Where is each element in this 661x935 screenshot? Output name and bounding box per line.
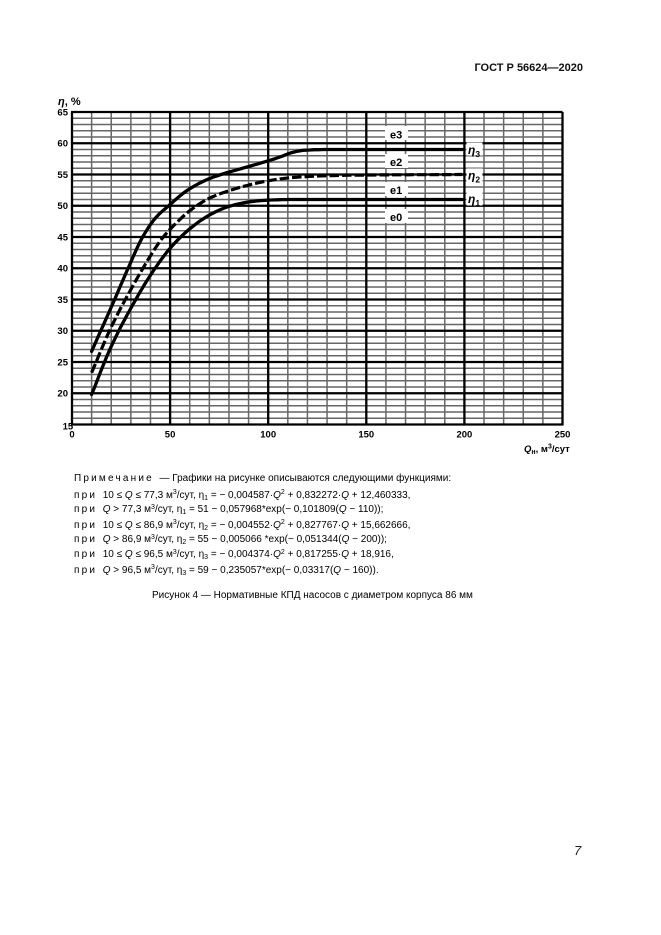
svg-text:η3: η3: [468, 143, 480, 159]
svg-text:55: 55: [57, 170, 68, 181]
svg-text:65: 65: [57, 107, 68, 118]
svg-text:е3: е3: [390, 130, 402, 142]
svg-text:60: 60: [57, 139, 68, 150]
svg-text:200: 200: [456, 429, 472, 440]
svg-text:0: 0: [69, 429, 74, 440]
svg-text:100: 100: [260, 429, 276, 440]
svg-text:е0: е0: [390, 212, 402, 224]
svg-text:Qн, м3/сут: Qн, м3/сут: [524, 444, 570, 457]
svg-text:η1: η1: [468, 192, 480, 208]
svg-text:η, %: η, %: [58, 96, 81, 108]
svg-text:40: 40: [57, 264, 68, 275]
svg-text:50: 50: [165, 429, 176, 440]
svg-text:50: 50: [57, 201, 68, 212]
svg-text:25: 25: [57, 357, 68, 368]
svg-text:35: 35: [57, 295, 68, 306]
svg-text:15: 15: [63, 422, 74, 433]
svg-text:е2: е2: [390, 157, 402, 169]
svg-text:20: 20: [57, 389, 68, 400]
svg-text:е1: е1: [390, 185, 402, 197]
svg-text:250: 250: [555, 429, 571, 440]
svg-text:30: 30: [57, 326, 68, 337]
svg-text:45: 45: [57, 232, 68, 243]
svg-text:η2: η2: [468, 169, 480, 185]
svg-text:150: 150: [358, 429, 374, 440]
